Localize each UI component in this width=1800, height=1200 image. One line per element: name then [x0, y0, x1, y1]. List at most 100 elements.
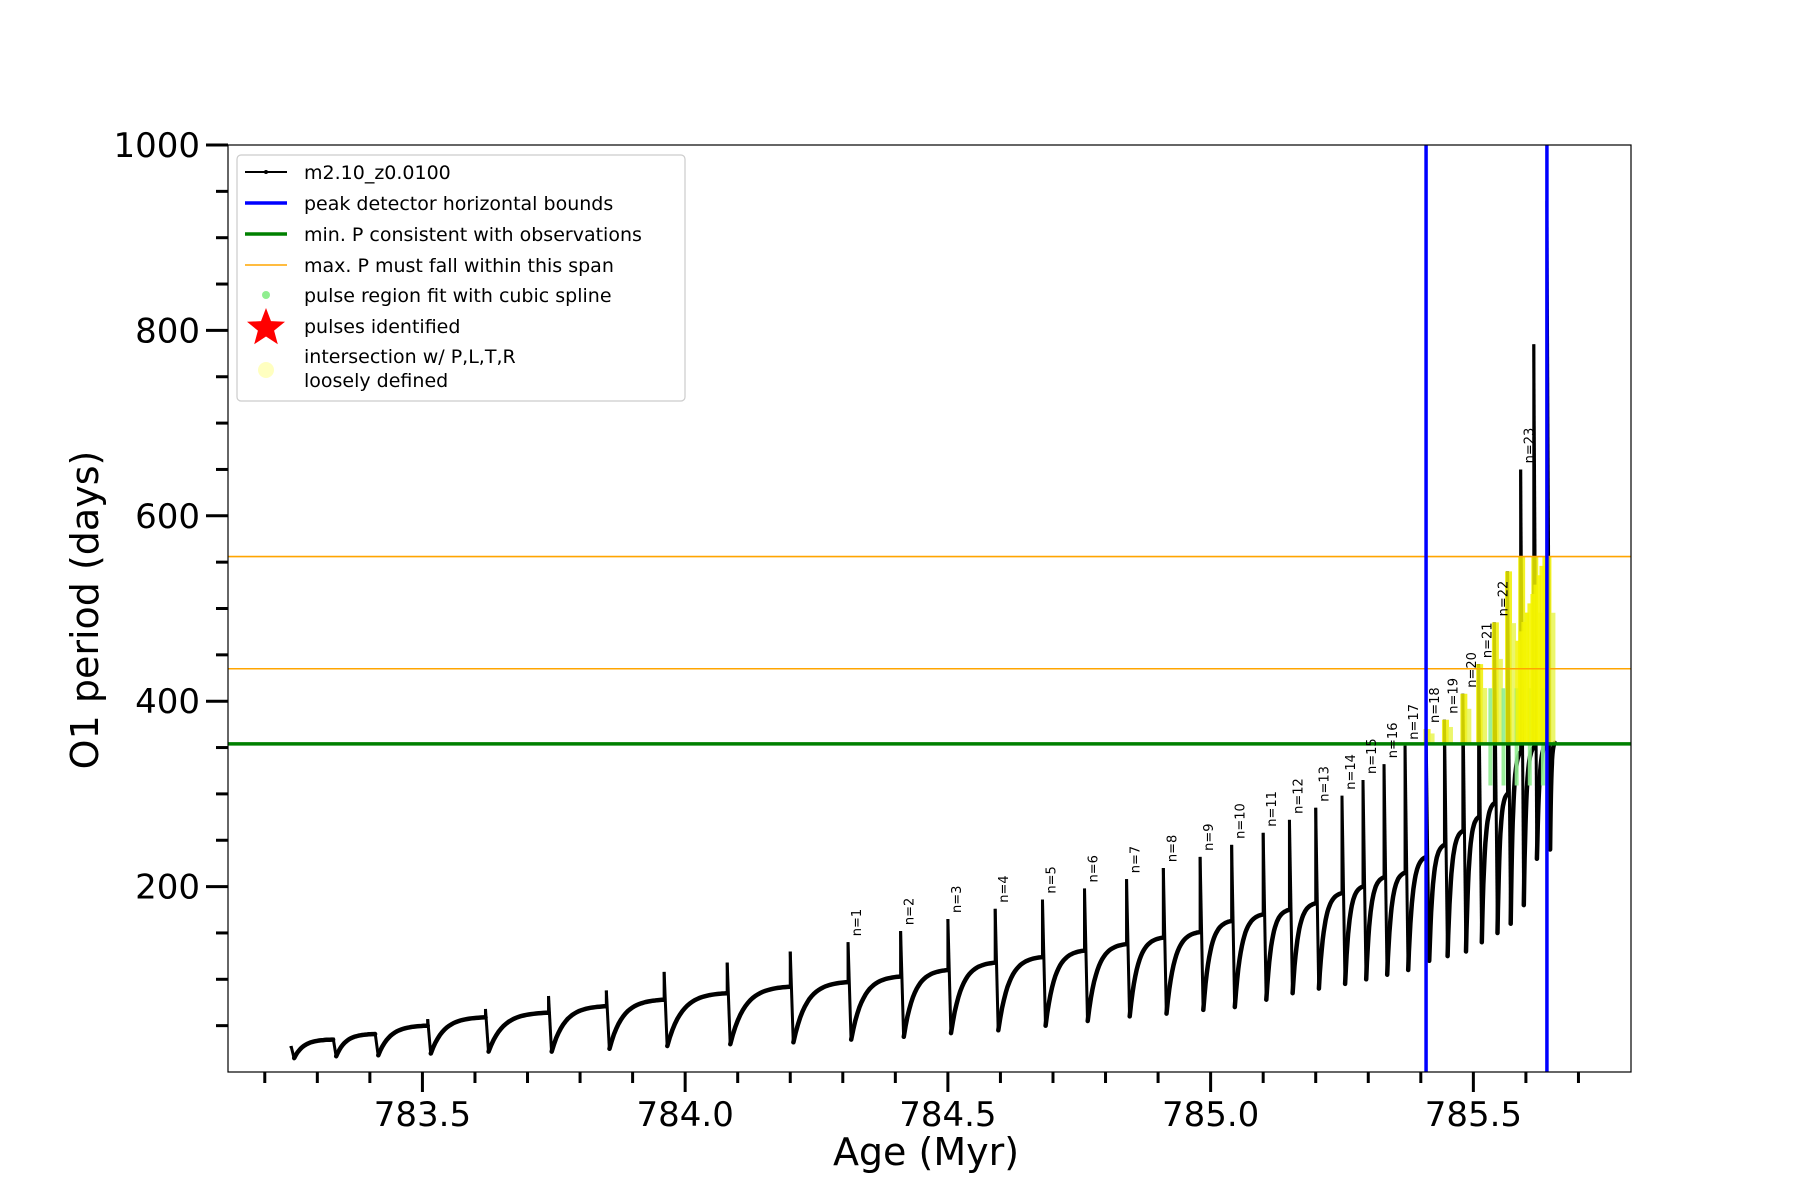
legend-label: pulse region fit with cubic spline — [304, 285, 612, 307]
series-layer — [289, 200, 1558, 1061]
x-tick-label: 784.5 — [899, 1095, 996, 1135]
pulse-label: n=18 — [1428, 687, 1443, 723]
legend-label: peak detector horizontal bounds — [304, 193, 613, 215]
legend-swatch — [262, 291, 270, 299]
pulse-drop — [604, 990, 611, 1049]
recovery-curve — [665, 990, 730, 1049]
pulse-drop — [846, 942, 853, 1040]
pulse-drop — [1382, 764, 1389, 975]
pulse-drop — [993, 908, 1000, 1031]
pulse-label: n=16 — [1386, 723, 1401, 759]
recovery-curve — [1405, 854, 1429, 973]
recovery-curve — [549, 1003, 609, 1054]
pulse-drop — [1314, 807, 1321, 989]
pulse-label: n=15 — [1365, 738, 1380, 774]
y-tick-label: 200 — [135, 868, 200, 908]
legend-item: max. P must fall within this span — [245, 255, 614, 277]
legend-marker — [264, 170, 268, 174]
legend-label: pulses identified — [304, 316, 460, 338]
recovery-curve — [1495, 791, 1510, 936]
x-tick-label: 784.0 — [636, 1095, 733, 1135]
pulse-label: n=19 — [1447, 678, 1462, 714]
pulse-label: n=17 — [1407, 704, 1422, 740]
axes: 200 400 600 800 1000 783.5 784.0 784.5 785.0 785.… — [113, 126, 1580, 1135]
recovery-curve — [791, 979, 851, 1045]
pulse-label: n=6 — [1087, 855, 1102, 882]
pulse-label: n=14 — [1344, 754, 1359, 790]
x-axis-label: Age (Myr) — [833, 1130, 1019, 1174]
recovery-curve — [1232, 912, 1266, 1010]
recovery-curve — [948, 960, 998, 1036]
pulse-label: n=11 — [1265, 791, 1280, 827]
y-tick-label: 1000 — [113, 126, 200, 166]
pulse-label: n=4 — [997, 875, 1012, 902]
pulse-drop — [899, 931, 906, 1037]
recovery-curve — [1445, 828, 1466, 959]
pulse-drop — [662, 971, 669, 1047]
pulse-drop — [788, 951, 795, 1043]
pulse-label: n=12 — [1291, 778, 1306, 814]
pulse-label: n=13 — [1318, 766, 1333, 802]
pulse-drop — [1161, 868, 1168, 1014]
pulse-drop — [725, 962, 732, 1045]
x-tick-label: 785.0 — [1162, 1095, 1259, 1135]
pulse-drop — [1287, 819, 1294, 994]
x-tick-label: 783.5 — [374, 1095, 471, 1135]
legend-label: intersection w/ P,L,T,R — [304, 346, 516, 368]
recovery-curve — [607, 997, 667, 1052]
pulse-label: n=22 — [1496, 581, 1511, 617]
recovery-curve — [1043, 948, 1087, 1028]
recovery-curve — [1085, 941, 1129, 1024]
recovery-curve — [1384, 870, 1408, 977]
recovery-curve — [1342, 884, 1366, 987]
legend-label: max. P must fall within this span — [304, 255, 614, 277]
pulse-drop — [1340, 795, 1347, 984]
pulse-label: n=2 — [903, 898, 918, 925]
y-tick-label: 600 — [135, 497, 200, 537]
pulse-drop — [1230, 844, 1237, 1008]
pulse-label: n=8 — [1165, 835, 1180, 862]
legend-swatch — [258, 362, 274, 378]
star-icon — [247, 308, 285, 345]
pulse-labels: n=1 n=2 n=3 n=4 n=5 n=6 n=7 n=8 n=9 n=10 n=11 n=12 n… — [850, 428, 1538, 936]
pulse-drop — [426, 1019, 433, 1054]
recovery-curve — [1363, 875, 1387, 982]
pulse-label: n=23 — [1523, 428, 1538, 464]
recovery-curve — [1164, 929, 1203, 1016]
recovery-curve — [291, 1037, 336, 1061]
pulse-drop — [1403, 745, 1410, 971]
y-axis-label: O1 period (days) — [63, 451, 107, 770]
legend-item: pulse region fit with cubic spline — [262, 285, 612, 307]
recovery-curve — [1479, 800, 1497, 945]
legend-label: loosely defined — [304, 370, 448, 392]
recovery-curve — [333, 1031, 378, 1059]
pulse-drop — [1125, 879, 1132, 1017]
pulse-drop — [1083, 888, 1090, 1022]
recovery-curve — [728, 984, 793, 1047]
recovery-curve — [376, 1023, 430, 1058]
recovery-curve — [996, 954, 1045, 1033]
y-tick-label: 800 — [135, 311, 200, 351]
recovery-curve — [1127, 935, 1166, 1019]
legend-item: pulses identified — [247, 308, 460, 345]
reference-lines — [228, 145, 1631, 1072]
legend-label: m2.10_z0.0100 — [304, 162, 451, 184]
legend-label: min. P consistent with observations — [304, 224, 642, 246]
recovery-curve — [1463, 814, 1481, 954]
pulse-drop — [1040, 899, 1047, 1026]
y-tick-label: 400 — [135, 682, 200, 722]
recovery-curve — [1316, 890, 1345, 991]
legend-item: peak detector horizontal bounds — [245, 193, 613, 215]
recovery-curve — [1290, 901, 1318, 996]
x-tick-label: 785.5 — [1425, 1095, 1522, 1135]
pulse-drop — [1361, 779, 1368, 980]
recovery-curve — [1264, 907, 1292, 1002]
recovery-curve — [428, 1015, 488, 1056]
legend-item: m2.10_z0.0100 — [245, 162, 451, 184]
recovery-curve — [901, 967, 951, 1040]
pulse-label: n=21 — [1481, 622, 1496, 658]
pulse-drop — [1261, 832, 1268, 1000]
